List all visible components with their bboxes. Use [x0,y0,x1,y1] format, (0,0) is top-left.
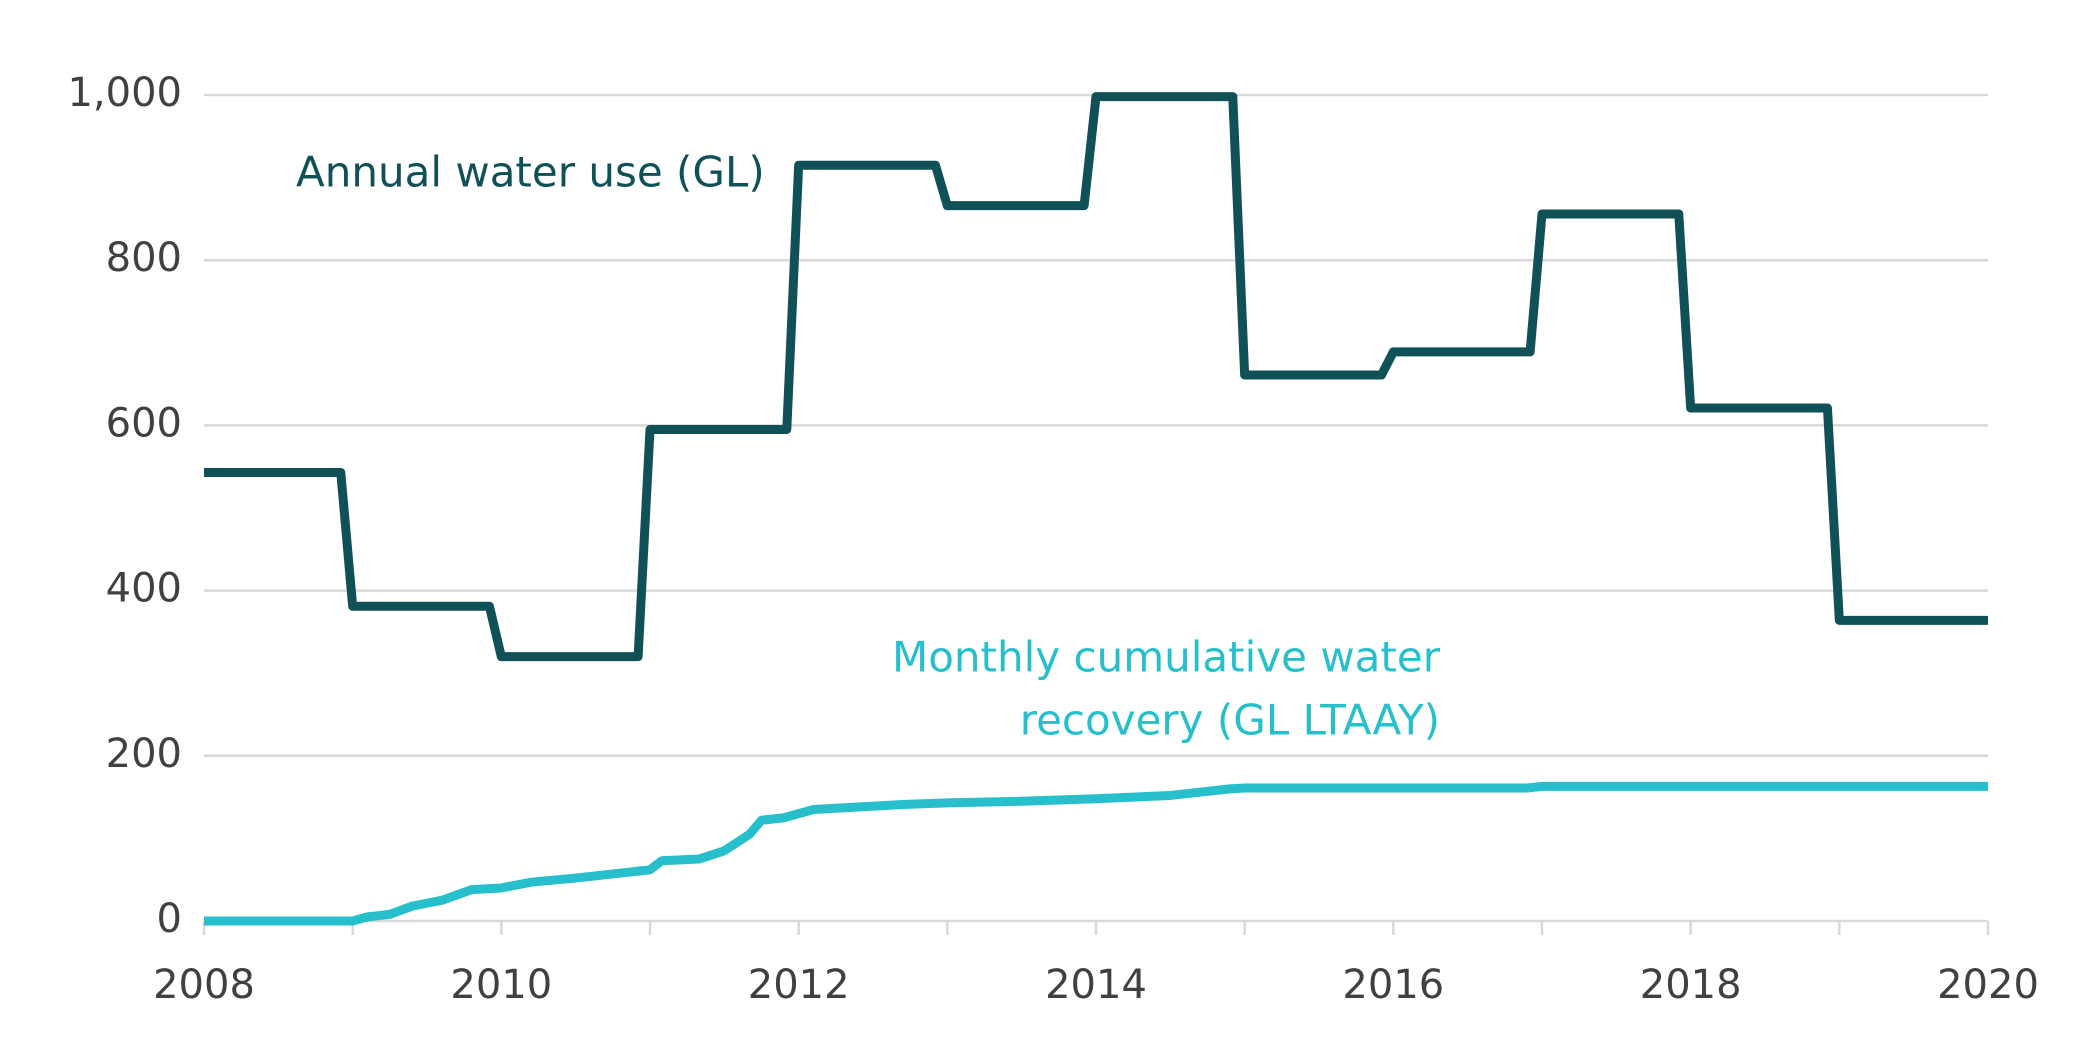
x-tick-label: 2014 [1045,962,1147,1008]
x-tick-label: 2008 [153,962,255,1008]
y-tick-label: 800 [106,235,182,281]
x-tick-label: 2012 [748,962,850,1008]
y-tick-label: 200 [106,731,182,777]
series-line [204,92,1988,662]
series-label: Monthly cumulative water [892,633,1441,682]
x-tick-label: 2016 [1342,962,1444,1008]
y-tick-label: 400 [106,566,182,612]
y-tick-label: 0 [157,896,182,942]
y-tick-label: 600 [106,400,182,446]
series-label: recovery (GL LTAAY) [1020,696,1440,745]
x-tick-label: 2010 [450,962,552,1008]
series-label: Annual water use (GL) [296,148,765,197]
series-line [204,781,1988,926]
x-tick-label: 2020 [1937,962,2039,1008]
y-tick-label: 1,000 [67,70,182,116]
x-tick-label: 2018 [1640,962,1742,1008]
